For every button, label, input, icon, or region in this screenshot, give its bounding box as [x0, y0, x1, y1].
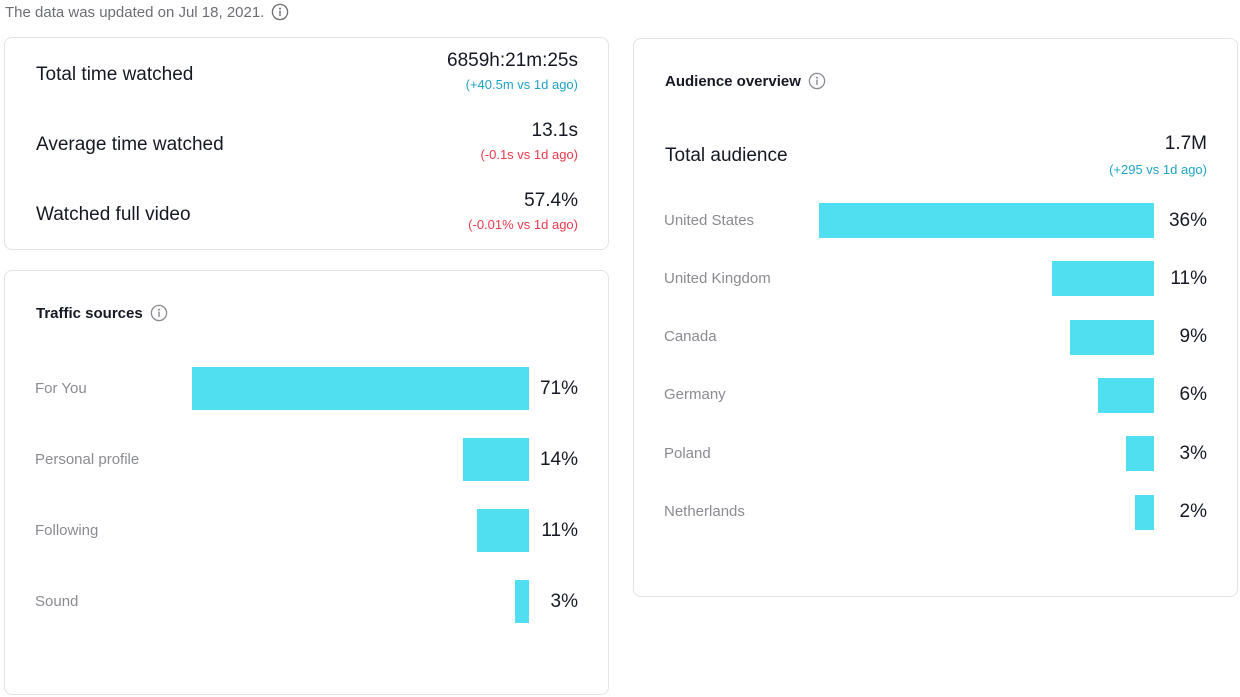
country-row: Netherlands 2% — [634, 494, 1237, 530]
bar — [1126, 436, 1154, 472]
stat-delta: (-0.1s vs 1d ago) — [480, 147, 578, 162]
bar-percent: 9% — [1179, 326, 1207, 348]
bar-percent: 36% — [1168, 209, 1207, 231]
bar-label: United Kingdom — [664, 269, 771, 287]
bar-label: Canada — [664, 328, 717, 346]
bar — [819, 203, 1154, 238]
data-update-note: The data was updated on Jul 18, 2021. — [5, 3, 289, 21]
bar-label: Sound — [35, 592, 79, 610]
stat-average-time-watched: Average time watched 13.1s (-0.1s vs 1d … — [5, 120, 608, 180]
traffic-source-row: Sound 3% — [5, 580, 608, 623]
traffic-source-row: For You 71% — [5, 367, 608, 410]
stat-value: 13.1s — [531, 120, 578, 141]
stat-label: Total time watched — [36, 64, 194, 85]
info-icon[interactable] — [271, 3, 289, 21]
card-title-text: Audience overview — [665, 72, 801, 90]
bar-percent: 14% — [539, 448, 578, 470]
bar — [514, 580, 529, 623]
bar-label: For You — [35, 379, 87, 397]
bar-label: Netherlands — [664, 503, 745, 520]
traffic-source-row: Following 11% — [5, 509, 608, 552]
card-title-text: Traffic sources — [36, 304, 143, 322]
audience-overview-card: Audience overview Total audience 1.7M (+… — [633, 38, 1238, 597]
bar-percent: 3% — [550, 590, 578, 612]
country-row: United States 36% — [634, 203, 1237, 238]
audience-overview-title: Audience overview — [665, 72, 826, 90]
bar — [476, 509, 529, 552]
bar-percent: 71% — [539, 377, 578, 399]
bar-percent: 2% — [1179, 501, 1207, 522]
update-note-text: The data was updated on Jul 18, 2021. — [5, 3, 265, 21]
stat-watched-full-video: Watched full video 57.4% (-0.01% vs 1d a… — [5, 190, 608, 250]
bar-percent: 11% — [1170, 267, 1207, 289]
traffic-sources-title: Traffic sources — [36, 304, 168, 322]
bar — [1051, 261, 1154, 297]
watch-stats-card: Total time watched 6859h:21m:25s (+40.5m… — [4, 37, 609, 250]
country-row: Canada 9% — [634, 319, 1237, 355]
country-row: Poland 3% — [634, 436, 1237, 472]
total-audience-delta: (+295 vs 1d ago) — [1109, 162, 1207, 177]
traffic-sources-card: Traffic sources For You 71% Personal profi… — [4, 270, 609, 695]
bar — [1135, 494, 1154, 530]
stat-delta: (+40.5m vs 1d ago) — [465, 77, 578, 92]
bar — [1098, 377, 1154, 413]
bar-label: Germany — [664, 386, 726, 404]
stat-label: Average time watched — [36, 134, 224, 155]
bar-label: United States — [664, 211, 755, 229]
bar-percent: 11% — [541, 519, 578, 541]
bar — [1070, 319, 1154, 355]
bar-label: Following — [35, 521, 99, 539]
bar — [191, 367, 529, 410]
bar-label: Poland — [664, 444, 711, 462]
stat-label: Watched full video — [36, 204, 191, 225]
bar-percent: 3% — [1179, 442, 1207, 464]
stat-delta: (-0.01% vs 1d ago) — [468, 217, 578, 232]
traffic-source-row: Personal profile 14% — [5, 438, 608, 481]
country-row: United Kingdom 11% — [634, 261, 1237, 297]
info-icon[interactable] — [150, 304, 168, 322]
stat-value: 6859h:21m:25s — [447, 50, 578, 71]
stat-total-time-watched: Total time watched 6859h:21m:25s (+40.5m… — [5, 50, 608, 110]
bar-label: Personal profile — [35, 450, 140, 468]
country-row: Germany 6% — [634, 377, 1237, 413]
bar-percent: 6% — [1179, 384, 1207, 406]
info-icon[interactable] — [808, 72, 826, 90]
bar — [462, 438, 529, 481]
stat-value: 57.4% — [524, 190, 578, 211]
total-audience-value: 1.7M — [1164, 133, 1207, 154]
total-audience-label: Total audience — [665, 145, 788, 166]
